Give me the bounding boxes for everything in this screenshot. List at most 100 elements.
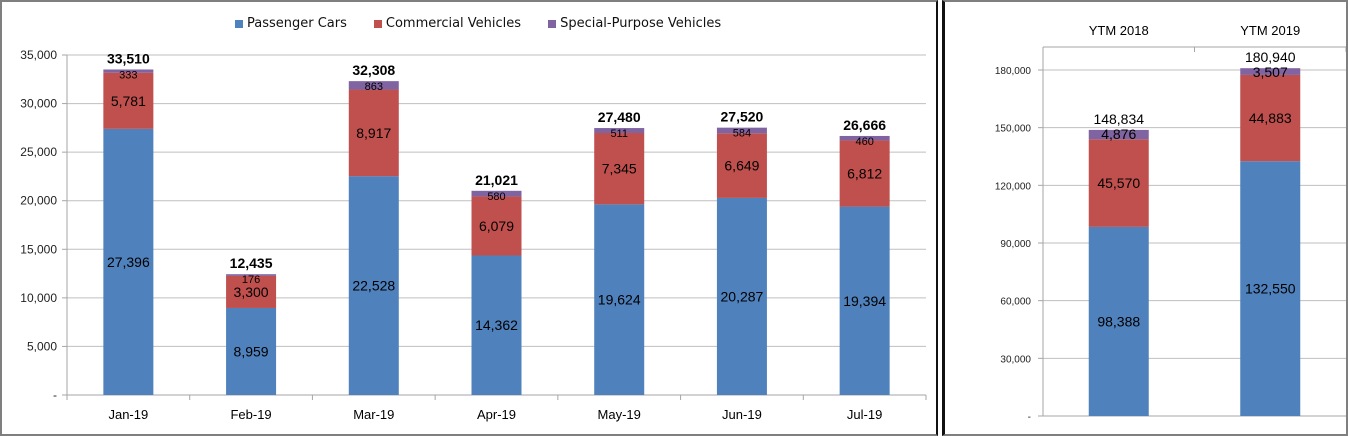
legend-label: Commercial Vehicles: [385, 16, 522, 31]
total-label: 12,435: [230, 255, 273, 271]
y-tick-label: 60,000: [1000, 297, 1031, 308]
data-label-passenger: 14,362: [475, 317, 518, 333]
data-label-special: 511: [610, 128, 628, 140]
y-tick-label: -: [1028, 412, 1031, 423]
y-tick-label: 180,000: [995, 66, 1032, 77]
data-label-special: 4,876: [1101, 126, 1136, 142]
x-tick-label: Feb-19: [230, 407, 271, 422]
y-tick-label: 30,000: [1000, 354, 1031, 365]
y-tick-label: 90,000: [1000, 239, 1031, 250]
legend-item-passenger-cars: Passenger Cars: [235, 16, 347, 31]
bar-segment-commercial: [348, 89, 399, 177]
bar-segment-passenger: [471, 255, 522, 395]
data-label-passenger: 19,624: [598, 292, 641, 308]
bar-segment-passenger: [1240, 161, 1301, 416]
y-tick-label: 25,000: [20, 145, 57, 159]
bar-segment-passenger: [226, 307, 277, 395]
bar-segment-commercial: [103, 72, 154, 129]
total-label: 32,308: [352, 62, 395, 78]
bar-segment-passenger: [348, 176, 399, 395]
bar-segment-special: [103, 69, 154, 73]
data-label-passenger: 27,396: [107, 254, 150, 270]
ytd-stacked-bar-chart: - 30,000 60,000 90,000 120,000 150,000 180,000…: [995, 23, 1346, 423]
data-label-commercial: 8,917: [356, 125, 391, 141]
data-label-special: 584: [733, 128, 751, 140]
bar-segment-passenger: [1088, 226, 1149, 416]
data-label-special: 176: [242, 274, 260, 286]
commercial-vehicles-swatch: [373, 19, 382, 28]
data-label-passenger: 132,550: [1245, 281, 1296, 297]
data-label-special: 863: [365, 81, 383, 93]
y-tick-label: 20,000: [20, 194, 57, 208]
data-label-commercial: 45,570: [1097, 175, 1140, 191]
bar-segment-commercial: [839, 140, 890, 207]
x-tick-label: Apr-19: [477, 407, 516, 422]
data-label-passenger: 98,388: [1097, 313, 1140, 329]
data-label-passenger: 22,528: [352, 278, 395, 294]
data-label-commercial: 44,883: [1249, 110, 1292, 126]
monthly-sales-panel: Passenger Cars Commercial Vehicles Speci…: [0, 0, 938, 436]
bar-segment-commercial: [226, 275, 277, 308]
y-tick-label: 35,000: [20, 48, 57, 62]
data-label-passenger: 8,959: [234, 343, 269, 359]
data-label-passenger: 19,394: [843, 293, 886, 309]
legend-item-commercial-vehicles: Commercial Vehicles: [373, 16, 522, 31]
y-tick-label: 10,000: [20, 291, 57, 305]
bar-segment-passenger: [594, 204, 645, 395]
bar-segment-passenger: [839, 206, 890, 395]
x-tick-label: Mar-19: [353, 407, 394, 422]
data-label-special: 333: [119, 69, 137, 81]
legend-label: Passenger Cars: [247, 16, 347, 31]
bar-segment-special: [226, 274, 277, 276]
bar-segment-commercial: [716, 133, 767, 198]
bar-segment-commercial: [1240, 74, 1301, 162]
data-label-passenger: 20,287: [721, 288, 764, 304]
bar-segment-passenger: [716, 197, 767, 395]
bar-segment-special: [471, 190, 522, 197]
x-tick-label: Jan-19: [108, 407, 148, 422]
data-label-commercial: 5,781: [111, 93, 146, 109]
x-tick-label: YTM 2018: [1089, 23, 1149, 38]
monthly-stacked-bar-chart: - 5,000 10,000 15,000 20,000 25,000 30,000 35,0…: [20, 48, 927, 422]
total-label: 27,520: [721, 109, 764, 125]
total-label: 148,834: [1093, 111, 1144, 127]
total-label: 33,510: [107, 50, 150, 66]
total-label: 27,480: [598, 109, 641, 125]
total-label: 21,021: [475, 172, 518, 188]
y-tick-label: 120,000: [995, 181, 1032, 192]
x-tick-label: YTM 2019: [1240, 23, 1300, 38]
data-label-commercial: 6,079: [479, 218, 514, 234]
total-label: 180,940: [1245, 49, 1296, 65]
legend-label: Special-Purpose Vehicles: [560, 16, 722, 31]
chart-legend: Passenger Cars Commercial Vehicles Speci…: [235, 16, 721, 31]
ytd-sales-panel: - 30,000 60,000 90,000 120,000 150,000 180,000…: [942, 0, 1348, 436]
data-label-commercial: 3,300: [234, 284, 269, 300]
data-label-special: 580: [487, 191, 505, 203]
y-tick-label: -: [53, 388, 57, 402]
passenger-cars-swatch: [235, 19, 243, 28]
total-label: 26,666: [843, 117, 886, 133]
y-tick-label: 15,000: [20, 242, 57, 256]
y-tick-label: 30,000: [20, 97, 57, 111]
y-tick-label: 5,000: [27, 339, 57, 353]
bar-segment-commercial: [594, 133, 645, 205]
x-tick-label: Jul-19: [847, 407, 882, 422]
bar-segment-passenger: [103, 128, 154, 395]
x-tick-label: Jun-19: [722, 407, 762, 422]
bar-segment-special: [348, 81, 399, 90]
bar-segment-special: [839, 135, 890, 141]
y-tick-label: 150,000: [995, 124, 1032, 135]
bar-segment-commercial: [471, 196, 522, 256]
legend-item-special-purpose-vehicles: Special-Purpose Vehicles: [548, 16, 721, 31]
bar-segment-special: [716, 127, 767, 134]
bar-segment-commercial: [1088, 139, 1149, 227]
bar-segment-special: [594, 128, 645, 134]
bar-segment-special: [1088, 129, 1149, 140]
data-label-commercial: 6,649: [724, 158, 759, 174]
bar-segment-special: [1240, 68, 1301, 75]
x-tick-label: May-19: [598, 407, 641, 422]
data-label-special: 460: [855, 136, 873, 148]
special-purpose-vehicles-swatch: [548, 19, 557, 28]
data-label-commercial: 6,812: [847, 166, 882, 182]
data-label-commercial: 7,345: [602, 161, 637, 177]
